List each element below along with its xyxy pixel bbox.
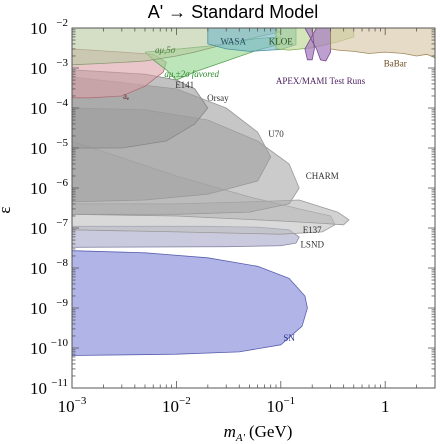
region-label-u70: U70 bbox=[268, 129, 284, 139]
region-labels-layer: SN LSND E137 CHARM U70 Orsay E141 aₑ aμ,±2σ favo… bbox=[123, 36, 407, 343]
y-tick-label: 10 −3 bbox=[30, 57, 68, 78]
x-axis-symbol: m bbox=[224, 422, 236, 441]
region-label-wasa: WASA bbox=[220, 36, 246, 46]
region-label-babar: BaBar bbox=[384, 58, 407, 68]
plot-frame bbox=[71, 27, 436, 389]
y-tick-label: 10 −6 bbox=[30, 177, 68, 198]
y-tick-label: 10 −11 bbox=[30, 377, 68, 398]
x-tick-labels: 10−3 10−2 10−1 1 bbox=[58, 395, 390, 416]
y-tick-label: 10 −5 bbox=[30, 137, 68, 158]
x-tick-label: 10−1 bbox=[266, 395, 295, 416]
region-label-e141: E141 bbox=[175, 80, 194, 90]
region-label-ae: aₑ bbox=[123, 91, 130, 101]
region-label-orsay: Orsay bbox=[207, 93, 229, 103]
region-label-charm: CHARM bbox=[306, 171, 339, 181]
region-babar bbox=[330, 28, 435, 59]
y-tick-label: 10 −9 bbox=[30, 297, 68, 318]
region-label-apex: APEX/MAMI Test Runs bbox=[276, 76, 366, 86]
y-tick-label: 10 −7 bbox=[30, 217, 68, 238]
region-label-sn: SN bbox=[283, 333, 295, 343]
x-axis-unit: (GeV) bbox=[249, 422, 292, 441]
x-tick-label: 1 bbox=[381, 397, 390, 416]
y-tick-labels: 10−2 10−3 10−4 10−5 10−6 10−7 10−8 10−9 10 −10 10−… bbox=[30, 17, 68, 398]
y-tick-label: 10 −8 bbox=[30, 257, 68, 278]
x-tick-label: 10−2 bbox=[162, 395, 191, 416]
y-tick-label: 10 −10 bbox=[30, 337, 68, 358]
y-tick-label: 10 −2 bbox=[30, 17, 68, 38]
region-label-lsnd: LSND bbox=[300, 239, 324, 249]
region-label-kloe: KLOE bbox=[269, 36, 293, 46]
x-axis-subscript: A' bbox=[235, 432, 246, 444]
region-apex bbox=[304, 28, 332, 62]
region-label-amu5: aμ,5σ bbox=[155, 45, 176, 55]
region-label-favored: aμ,±2σ favored bbox=[164, 69, 219, 79]
chart-title: A' → Standard Model bbox=[148, 2, 319, 22]
regions-layer bbox=[72, 28, 435, 356]
y-tick-label: 10 −4 bbox=[30, 97, 68, 118]
region-label-e137: E137 bbox=[303, 225, 322, 235]
y-axis-label: ε bbox=[0, 206, 14, 213]
x-tick-label: 10−3 bbox=[58, 395, 87, 416]
region-sn bbox=[72, 250, 308, 356]
x-axis-label: mA' (GeV) bbox=[224, 422, 293, 444]
ticks-layer bbox=[71, 27, 436, 389]
